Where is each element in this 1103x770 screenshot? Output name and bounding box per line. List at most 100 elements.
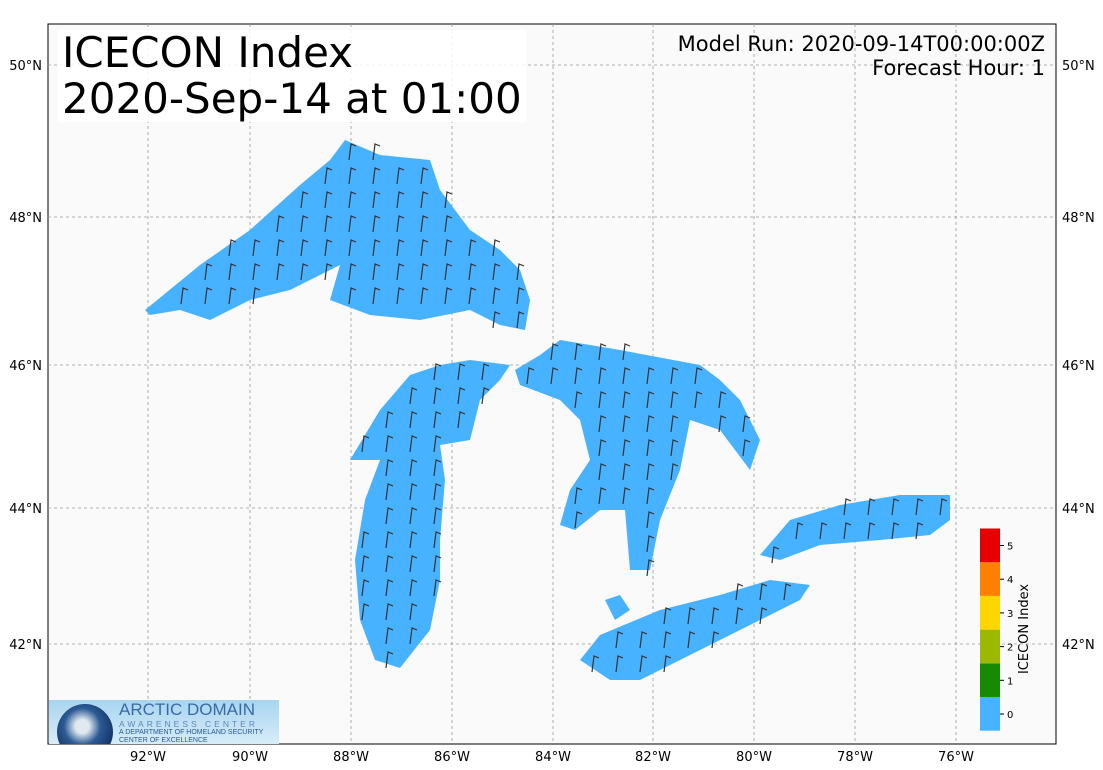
logo-line3: A DEPARTMENT OF HOMELAND SECURITY CENTER… [119, 729, 264, 744]
wind-barb [396, 167, 405, 185]
wind-barb [385, 603, 394, 621]
wind-barb [361, 435, 370, 453]
wind-barb [516, 263, 525, 281]
lon-tick-label: 76°W [938, 750, 974, 765]
wind-barb [646, 511, 655, 529]
wind-barb [622, 487, 631, 505]
wind-barb [444, 239, 453, 257]
wind-barb [915, 498, 924, 516]
forecast-hour: Forecast Hour: 1 [872, 56, 1045, 80]
wind-barb [385, 507, 394, 525]
colorbar-tick-label: 3 [1007, 609, 1013, 620]
wind-barb [396, 191, 405, 209]
wind-barb [409, 387, 418, 405]
wind-barb [433, 387, 442, 405]
wind-barb [639, 655, 648, 673]
wind-barb [598, 439, 607, 457]
adac-logo: ARCTIC DOMAIN AWARENESS CENTER A DEPARTM… [49, 700, 279, 744]
wind-barb [180, 287, 189, 305]
lon-tick-label: 80°W [736, 750, 772, 765]
wind-barb [759, 583, 768, 601]
wind-barb [444, 287, 453, 305]
wind-barb [598, 343, 607, 361]
wind-barb [396, 215, 405, 233]
wind-barb [711, 607, 720, 625]
wind-barb [420, 263, 429, 281]
colorbar-tick-label: 0 [1007, 710, 1013, 721]
lat-tick-label-left: 42°N [9, 638, 42, 653]
wind-barb [204, 263, 213, 281]
wind-barb [694, 367, 703, 385]
wind-barb [615, 655, 624, 673]
lat-tick-label-right: 48°N [1062, 211, 1095, 226]
wind-barb [385, 483, 394, 501]
wind-barb [385, 531, 394, 549]
lon-tick-label: 88°W [333, 750, 369, 765]
wind-barb [252, 239, 261, 257]
wind-barb [457, 387, 466, 405]
wind-barb [361, 579, 370, 597]
wind-barb [444, 215, 453, 233]
wind-barb [361, 531, 370, 549]
wind-barb [891, 498, 900, 516]
wind-barb [409, 435, 418, 453]
colorbar-label: ICECON Index [1017, 584, 1032, 674]
title-line1: ICECON Index [62, 28, 354, 77]
wind-barb [481, 363, 490, 381]
wind-barb [598, 487, 607, 505]
wind-barb [420, 215, 429, 233]
logo-line2: AWARENESS CENTER [119, 719, 258, 729]
wind-barb [468, 287, 477, 305]
logo-line1: ARCTIC DOMAIN [119, 700, 255, 719]
lon-tick-label: 86°W [434, 750, 470, 765]
wind-barb [457, 411, 466, 429]
wind-barb [687, 607, 696, 625]
wind-barb [550, 343, 559, 361]
colorbar-swatch [980, 562, 1000, 596]
wind-barb [468, 239, 477, 257]
wind-barb [276, 239, 285, 257]
wind-barb [622, 439, 631, 457]
wind-barb [409, 507, 418, 525]
wind-barb [663, 607, 672, 625]
wind-barb [420, 167, 429, 185]
wind-barb [481, 387, 490, 405]
wind-barb [598, 463, 607, 481]
wind-barb [409, 627, 418, 645]
wind-barb [516, 287, 525, 305]
colorbar-swatch [980, 663, 1000, 697]
wind-barb [646, 415, 655, 433]
wind-barb [324, 239, 333, 257]
wind-barb [915, 522, 924, 540]
wind-barb [526, 367, 535, 385]
lat-tick-label-right: 50°N [1062, 59, 1095, 74]
wind-barb [622, 367, 631, 385]
wind-barb [433, 555, 442, 573]
wind-barb [663, 655, 672, 673]
wind-barb [324, 215, 333, 233]
wind-barb [300, 239, 309, 257]
wind-barb [409, 459, 418, 477]
wind-barb [409, 579, 418, 597]
lake-st-clair [605, 595, 630, 620]
lon-tick-label: 92°W [130, 750, 166, 765]
wind-barb [348, 263, 357, 281]
lon-tick-label: 78°W [837, 750, 873, 765]
lat-tick-label-left: 50°N [9, 59, 42, 74]
wind-barb [795, 522, 804, 540]
wind-barb [433, 435, 442, 453]
wind-barb [457, 363, 466, 381]
wind-barb [646, 487, 655, 505]
wind-barb [670, 463, 679, 481]
wind-barb [396, 263, 405, 281]
wind-barb [361, 603, 370, 621]
wind-barb [783, 583, 792, 601]
wind-barb [646, 535, 655, 553]
wind-barb [646, 559, 655, 577]
wind-barb [433, 579, 442, 597]
lon-tick-label: 90°W [232, 750, 268, 765]
wind-barb [646, 439, 655, 457]
wind-barb [867, 498, 876, 516]
